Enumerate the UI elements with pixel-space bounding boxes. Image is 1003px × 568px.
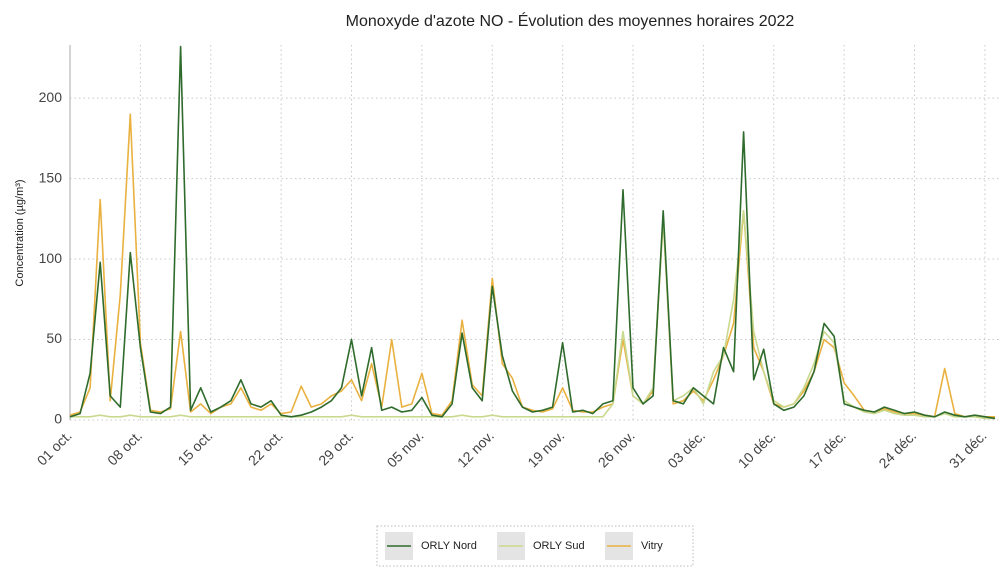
x-tick-label: 15 oct. — [174, 427, 215, 468]
y-tick-label: 100 — [39, 250, 63, 266]
series-line — [69, 113, 995, 418]
legend — [376, 525, 694, 567]
x-tick-label: 22 oct. — [245, 427, 286, 468]
x-tick-label: 03 déc. — [664, 427, 708, 471]
x-tick-label: 10 déc. — [735, 427, 779, 471]
series-line — [70, 210, 995, 420]
series-line — [69, 45, 996, 420]
chart-title: Monoxyde d'azote NO - Évolution des moye… — [346, 11, 795, 30]
x-tick-label: 05 nov. — [384, 427, 427, 470]
x-tick-label: 01 oct. — [34, 427, 75, 468]
legend-label: Vitry — [641, 540, 663, 552]
x-tick-label: 31 déc. — [946, 427, 990, 471]
y-tick-label: 150 — [39, 169, 63, 185]
y-tick-label: 0 — [54, 411, 62, 427]
x-tick-label: 08 oct. — [104, 427, 145, 468]
x-tick-label: 19 nov. — [524, 427, 567, 470]
x-tick-label: 29 oct. — [315, 427, 356, 468]
y-tick-label: 50 — [46, 330, 62, 346]
legend-label: ORLY Sud — [533, 540, 585, 552]
y-tick-label: 200 — [39, 89, 63, 105]
x-tick-label: 12 nov. — [454, 427, 497, 470]
x-tick-label: 17 déc. — [805, 427, 849, 471]
y-axis-label: Concentration (µg/m³) — [14, 179, 26, 286]
legend-label: ORLY Nord — [421, 540, 477, 552]
x-tick-label: 26 nov. — [595, 427, 638, 470]
x-tick-label: 24 déc. — [875, 427, 919, 471]
